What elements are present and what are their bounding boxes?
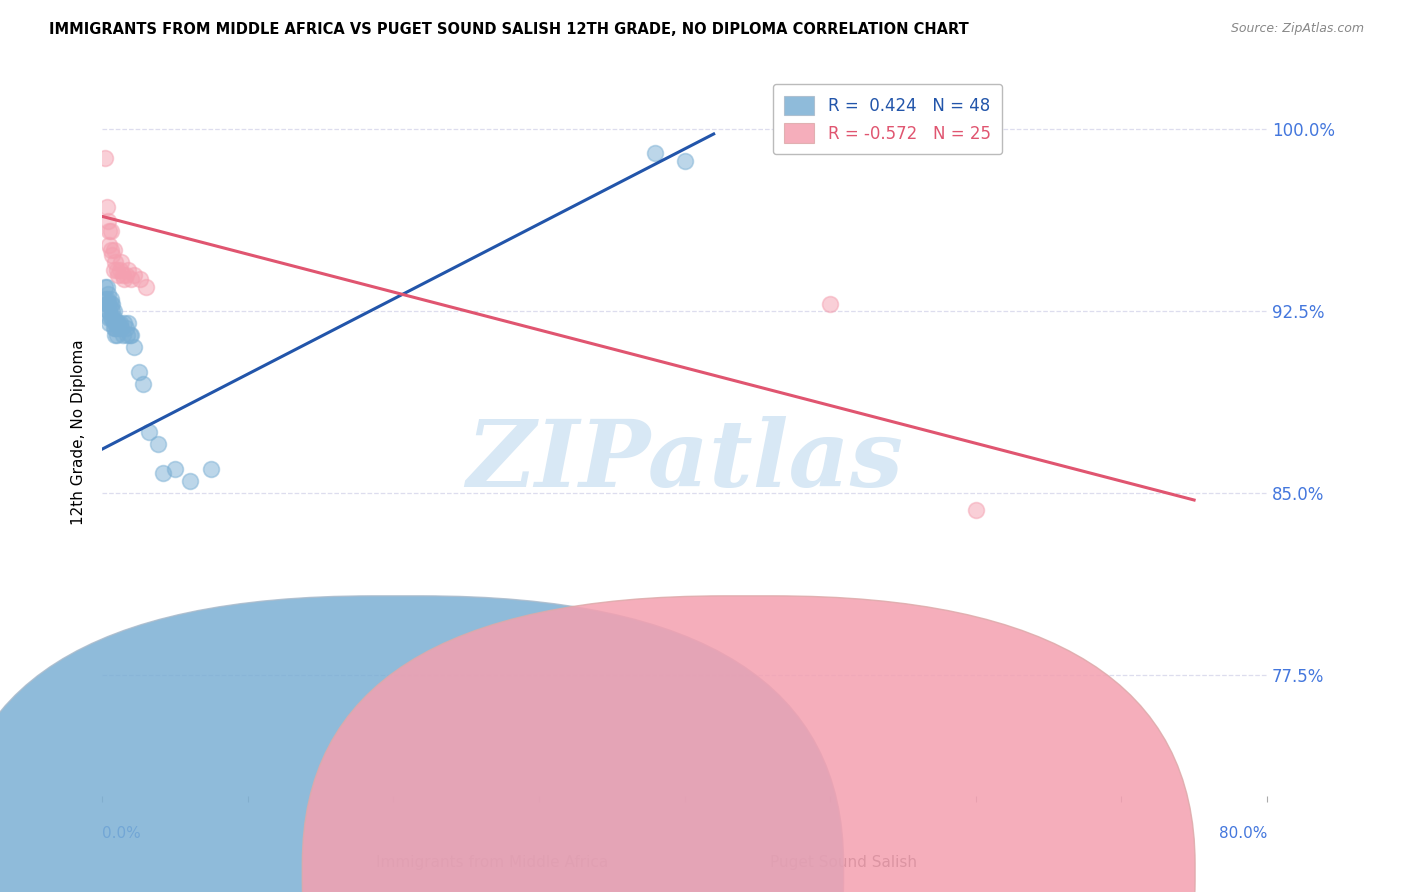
Point (96, 200, 118, 214)
Point (122, 268, 145, 282)
Point (98, 304, 121, 318)
Point (100, 292, 122, 306)
Point (128, 365, 150, 379)
Point (103, 321, 125, 335)
Point (179, 474, 201, 488)
Text: IMMIGRANTS FROM MIDDLE AFRICA VS PUGET SOUND SALISH 12TH GRADE, NO DIPLOMA CORRE: IMMIGRANTS FROM MIDDLE AFRICA VS PUGET S… (49, 22, 969, 37)
Point (112, 316, 135, 330)
Point (100, 311, 122, 326)
Point (97, 214, 120, 228)
Point (100, 244, 122, 258)
Point (111, 328, 134, 343)
Text: 0.0%: 0.0% (103, 826, 141, 841)
Point (104, 328, 127, 343)
Point (103, 262, 125, 277)
Point (104, 255, 127, 269)
Point (105, 328, 128, 343)
Point (96, 296, 118, 310)
Point (107, 316, 129, 330)
Point (98, 311, 121, 326)
Point (818, 296, 841, 310)
Point (94, 151, 117, 165)
Text: ZIPatlas: ZIPatlas (465, 417, 903, 507)
Point (97, 287, 120, 301)
Point (96, 279, 118, 293)
Point (101, 311, 124, 326)
Text: 80.0%: 80.0% (1219, 826, 1267, 841)
Point (138, 425, 160, 439)
Text: Puget Sound Salish: Puget Sound Salish (770, 855, 917, 870)
Point (105, 316, 128, 330)
Point (98, 316, 121, 330)
Point (103, 244, 125, 258)
Point (96, 292, 118, 306)
Legend: R =  0.424   N = 48, R = -0.572   N = 25: R = 0.424 N = 48, R = -0.572 N = 25 (773, 84, 1002, 154)
Point (117, 316, 139, 330)
Point (644, 146, 666, 161)
Point (120, 328, 142, 343)
Point (107, 321, 129, 335)
Point (98, 224, 121, 238)
Point (101, 296, 124, 310)
Point (965, 502, 987, 516)
Point (97, 296, 120, 310)
Point (122, 340, 145, 354)
Point (94, 292, 117, 306)
Point (100, 224, 122, 238)
Point (98, 296, 121, 310)
Point (100, 296, 122, 310)
Point (114, 321, 136, 335)
Point (114, 268, 136, 282)
Point (129, 272, 152, 286)
Point (673, 153, 696, 168)
Point (98, 238, 121, 252)
Point (111, 268, 134, 282)
Point (101, 248, 124, 262)
Point (104, 321, 127, 335)
Point (108, 262, 131, 277)
Point (108, 316, 131, 330)
Point (112, 272, 135, 286)
Point (152, 467, 174, 481)
Point (200, 461, 222, 475)
Point (105, 262, 128, 277)
Text: Source: ZipAtlas.com: Source: ZipAtlas.com (1230, 22, 1364, 36)
Point (118, 328, 141, 343)
Point (135, 279, 157, 293)
Point (107, 268, 129, 282)
Point (115, 328, 138, 343)
Point (103, 311, 125, 326)
Point (110, 255, 132, 269)
Y-axis label: 12th Grade, No Diploma: 12th Grade, No Diploma (72, 339, 86, 525)
Point (117, 262, 139, 277)
Point (97, 304, 120, 318)
Point (163, 461, 186, 475)
Point (132, 376, 155, 391)
Point (104, 316, 127, 330)
Point (120, 272, 142, 286)
Text: Immigrants from Middle Africa: Immigrants from Middle Africa (375, 855, 609, 870)
Point (146, 437, 169, 451)
Point (110, 321, 132, 335)
Point (103, 304, 125, 318)
Point (101, 304, 124, 318)
Point (94, 279, 117, 293)
